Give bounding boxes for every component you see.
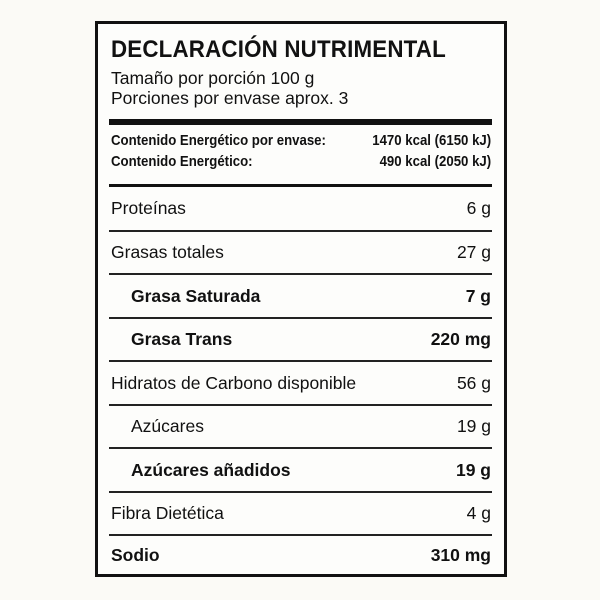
nutrient-row-sodium: Sodio 310 mg [111, 534, 491, 577]
row-divider [109, 491, 492, 493]
nutrient-value: 19 g [455, 460, 491, 480]
row-divider [109, 404, 492, 406]
thick-divider [109, 119, 492, 125]
nutrient-name: Azúcares [131, 416, 204, 436]
nutrient-row-added-sugars: Azúcares añadidos 19 g [111, 449, 491, 492]
nutrient-name: Proteínas [111, 198, 186, 218]
serving-size: Tamaño por porción 100 g [111, 68, 315, 88]
nutrient-name: Azúcares añadidos [131, 460, 291, 480]
nutrient-value: 27 g [456, 242, 491, 262]
row-divider [109, 273, 492, 275]
nutrient-row-sugars: Azúcares 19 g [111, 405, 491, 448]
nutrient-value: 7 g [465, 286, 491, 306]
nutrient-name: Grasa Trans [131, 329, 233, 349]
row-divider [109, 317, 492, 319]
divider [109, 184, 492, 187]
nutrient-row-fiber: Fibra Dietética 4 g [111, 492, 491, 535]
nutrient-name: Grasa Saturada [131, 286, 261, 306]
nutrition-facts-label: DECLARACIÓN NUTRIMENTAL Tamaño por porci… [95, 21, 507, 577]
nutrient-value: 310 mg [430, 545, 491, 565]
energy-value: 1470 kcal (6150 kJ) [372, 132, 492, 149]
nutrient-value: 56 g [456, 373, 491, 393]
nutrient-name: Grasas totales [111, 242, 224, 262]
label-title: DECLARACIÓN NUTRIMENTAL [111, 36, 446, 63]
energy-label: Contenido Energético: [111, 153, 253, 170]
nutrient-row-trans-fat: Grasa Trans 220 mg [111, 318, 491, 361]
nutrient-name: Sodio [111, 545, 160, 565]
row-divider [109, 534, 492, 536]
nutrient-row-saturated-fat: Grasa Saturada 7 g [111, 275, 491, 318]
row-divider [109, 230, 492, 232]
energy-value: 490 kcal (2050 kJ) [379, 153, 492, 170]
servings-per-container: Porciones por envase aprox. 3 [111, 88, 349, 108]
nutrient-value: 4 g [466, 503, 491, 523]
nutrient-value: 19 g [456, 416, 491, 436]
nutrient-row-total-fat: Grasas totales 27 g [111, 231, 491, 274]
energy-per-serving: Contenido Energético: 490 kcal (2050 kJ) [111, 153, 491, 170]
nutrient-name: Hidratos de Carbono disponible [111, 373, 357, 393]
energy-label: Contenido Energético por envase: [111, 132, 326, 149]
nutrient-value: 220 mg [430, 329, 491, 349]
nutrient-row-carbohydrates: Hidratos de Carbono disponible 56 g [111, 362, 491, 405]
energy-per-container: Contenido Energético por envase: 1470 kc… [111, 132, 491, 149]
nutrient-value: 6 g [466, 198, 491, 218]
row-divider [109, 447, 492, 449]
row-divider [109, 360, 492, 362]
nutrient-name: Fibra Dietética [111, 503, 224, 523]
nutrient-row-proteins: Proteínas 6 g [111, 187, 491, 230]
